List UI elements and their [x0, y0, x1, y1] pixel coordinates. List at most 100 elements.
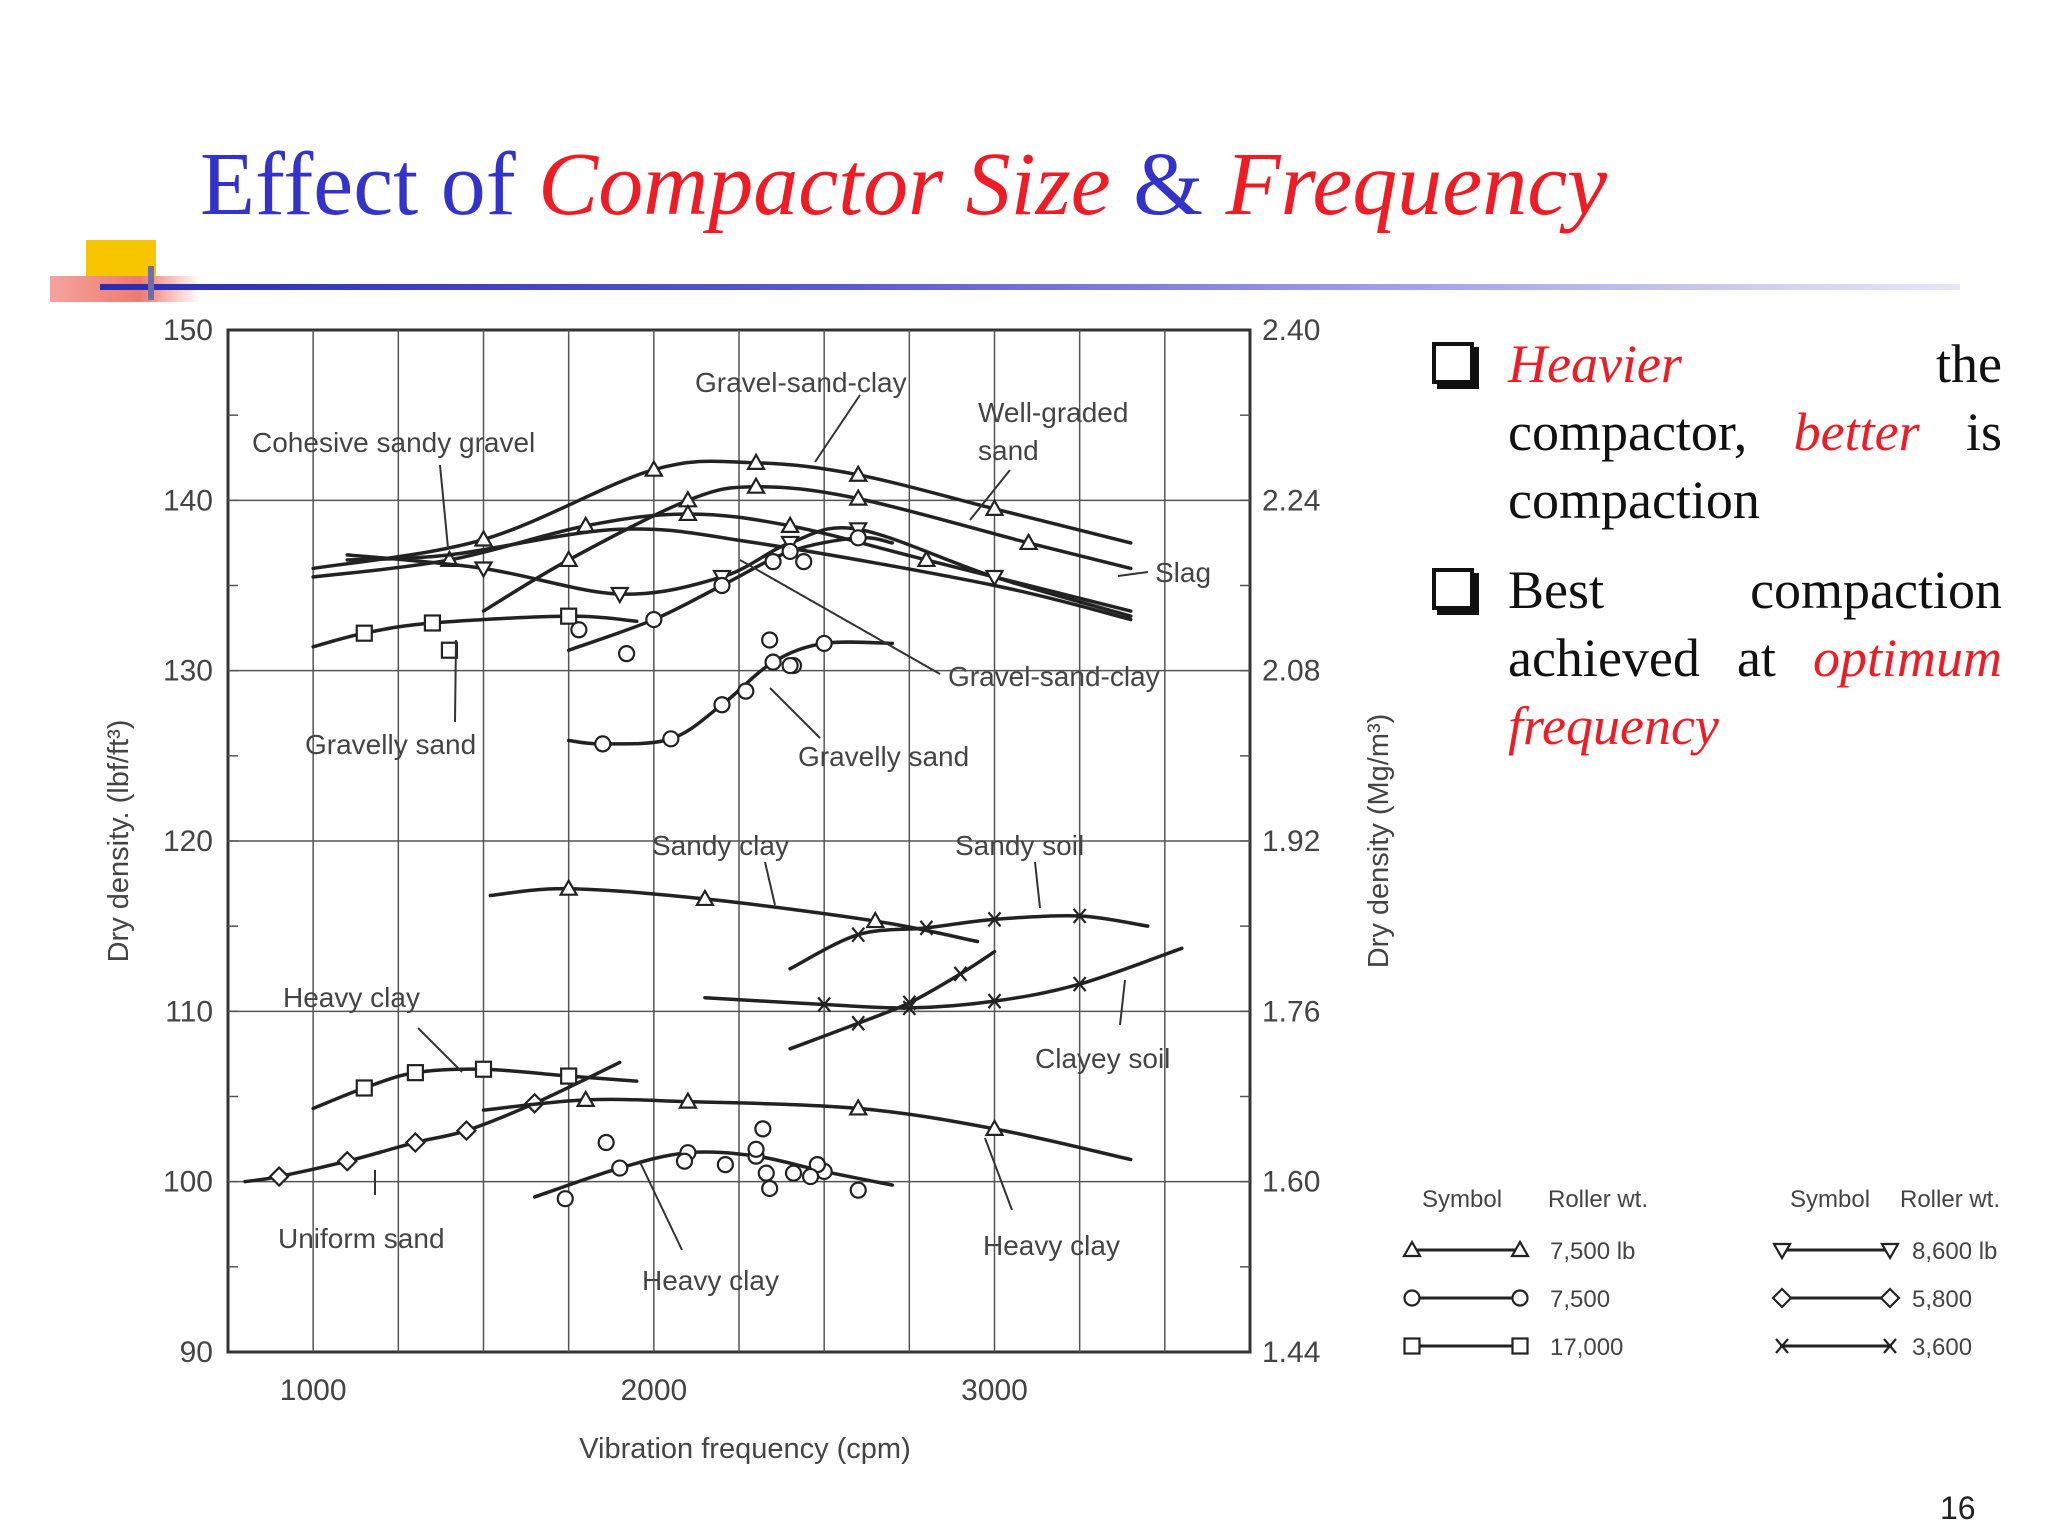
- legend-header-weight: Roller wt.: [1900, 1186, 2000, 1213]
- x-marker: [987, 911, 1002, 928]
- triangle-marker: [984, 1118, 1005, 1136]
- triangle-marker: [848, 464, 869, 482]
- annotation-cohesive-sandy-gravel: Cohesive sandy gravel: [252, 427, 535, 458]
- triangle-marker: [1510, 1239, 1530, 1258]
- legend-label: 7,500: [1550, 1286, 1610, 1313]
- y-tick-label-right: 1.76: [1262, 995, 1320, 1028]
- circle-marker: [570, 621, 588, 639]
- triangle-marker: [848, 488, 869, 506]
- triangle-marker: [746, 452, 766, 470]
- legend-header-weight: Roller wt.: [1548, 1186, 1648, 1213]
- diamond-marker: [268, 1166, 290, 1188]
- tick-labels: 1000 2000 3000 90 100 110 120 130 140 150 1.44 1.60…: [163, 314, 1320, 1407]
- y-tick-label-left: 100: [163, 1166, 213, 1199]
- x-tick-label: 1000: [280, 1374, 347, 1407]
- triangle-down-marker: [1880, 1242, 1900, 1261]
- circle-marker: [675, 1152, 694, 1170]
- bullet-text-part: the compactor,: [1508, 334, 2002, 462]
- bullet-text-part: better: [1793, 402, 1920, 462]
- circle-marker: [849, 529, 867, 547]
- circle-marker: [597, 1133, 615, 1152]
- annotation-sandy-soil: Sandy soil: [955, 830, 1084, 861]
- circle-marker: [781, 656, 799, 675]
- circle-marker: [754, 1120, 772, 1138]
- triangle-marker: [678, 503, 698, 522]
- circle-marker: [737, 682, 755, 700]
- series-line: [788, 913, 1150, 971]
- square-marker: [355, 1079, 373, 1097]
- annotation-arrows: [374, 394, 1149, 1251]
- checkbox-bullet-icon: [1432, 568, 1474, 610]
- annotation-gravel-sand-clay-mid: Gravel-sand-clay: [948, 661, 1160, 692]
- series-line: [345, 527, 1133, 622]
- x-marker: [953, 966, 968, 982]
- x-marker: [817, 996, 832, 1013]
- circle-marker: [1511, 1289, 1529, 1307]
- circle-marker: [594, 735, 612, 753]
- annotation-uniform-sand: Uniform sand: [278, 1223, 445, 1254]
- triangle-down-marker: [609, 586, 630, 605]
- bullet-text-part: Best compaction achieved at: [1508, 560, 2002, 688]
- legend-header-symbol: Symbol: [1790, 1186, 1870, 1213]
- circle-marker: [713, 696, 731, 714]
- square-marker: [474, 1060, 493, 1078]
- x-marker: [1775, 1338, 1789, 1354]
- title-decoration-tick: [148, 266, 154, 300]
- circle-marker: [781, 542, 799, 561]
- y-tick-label-left: 140: [163, 484, 213, 517]
- triangle-marker: [1018, 532, 1039, 551]
- y-axis-label-left: Dry density. (lbf/ft³): [103, 720, 135, 963]
- x-marker: [987, 993, 1002, 1009]
- circle-marker: [849, 1181, 867, 1199]
- legend-label: 7,500 lb: [1550, 1238, 1635, 1265]
- title-part: Frequency: [1225, 135, 1608, 234]
- triangle-down-marker: [1772, 1242, 1792, 1261]
- square-marker: [355, 624, 373, 642]
- bullet-text-part: Heavier: [1508, 334, 1682, 394]
- circle-marker: [716, 1156, 734, 1174]
- x-marker: [851, 1015, 866, 1031]
- grid-lines: [228, 330, 1250, 1352]
- y-tick-label-right: 1.44: [1262, 1336, 1320, 1369]
- square-marker: [560, 1067, 578, 1085]
- checkbox-bullet-icon: [1432, 342, 1474, 384]
- diamond-marker: [455, 1120, 478, 1142]
- triangle-marker: [678, 1091, 698, 1109]
- triangle-marker: [473, 529, 494, 547]
- annotation-gravel-sand-clay-top: Gravel-sand-clay: [695, 367, 907, 398]
- annotation-gravelly-sand-left: Gravelly sand: [305, 729, 476, 760]
- square-marker: [423, 614, 441, 632]
- bullet-item: Heavier the compactor, better is compact…: [1432, 330, 2002, 534]
- circle-marker: [784, 1164, 803, 1182]
- y-tick-label-left: 120: [163, 825, 213, 858]
- diamond-marker: [1771, 1287, 1793, 1309]
- slide-title: Effect of Compactor Size & Frequency: [200, 140, 1607, 230]
- triangle-down-marker: [473, 561, 494, 579]
- annotation-clayey-soil: Clayey soil: [1035, 1043, 1170, 1074]
- circle-marker: [764, 553, 782, 571]
- triangle-marker: [558, 549, 579, 568]
- circle-marker: [795, 553, 813, 571]
- diamond-marker: [336, 1150, 358, 1172]
- title-part: Compactor Size: [538, 135, 1111, 234]
- triangle-marker: [984, 498, 1005, 516]
- y-tick-label-right: 2.24: [1262, 484, 1320, 517]
- series-line: [532, 1150, 895, 1199]
- x-tick-label: 2000: [620, 1374, 687, 1407]
- x-marker: [851, 926, 866, 943]
- x-marker: [1072, 976, 1087, 992]
- circle-marker: [662, 730, 680, 748]
- bullet-text-part: optimum frequency: [1508, 628, 2002, 756]
- bullet-item: Best compaction achieved at optimum freq…: [1432, 556, 2002, 760]
- legend-label: 17,000: [1550, 1334, 1623, 1361]
- compaction-chart: 1000 2000 3000 90 100 110 120 130 140 150 1.44 1.60…: [103, 314, 1395, 1465]
- y-tick-label-right: 2.08: [1262, 655, 1320, 688]
- x-marker: [902, 995, 917, 1011]
- x-marker: [919, 920, 934, 936]
- x-marker: [1072, 908, 1087, 924]
- square-marker: [560, 607, 578, 625]
- y-tick-label-left: 150: [163, 314, 213, 347]
- diamond-marker: [404, 1131, 426, 1154]
- circle-marker: [611, 1159, 629, 1177]
- page-number: 16: [1940, 1490, 1976, 1526]
